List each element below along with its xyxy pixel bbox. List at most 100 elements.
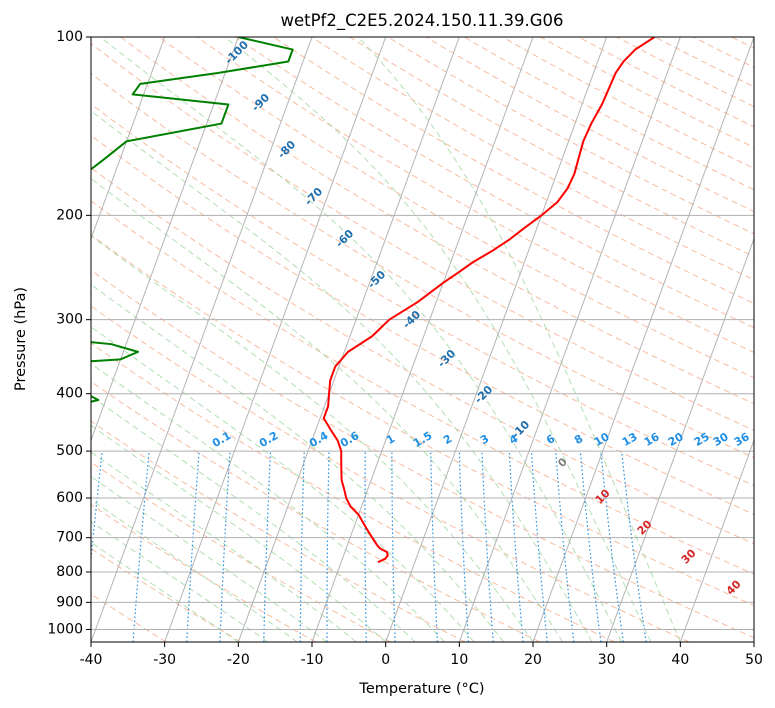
mixing-ratio-line <box>600 451 624 642</box>
dry-adiabat <box>91 72 754 459</box>
dry-adiabat <box>692 37 754 68</box>
dry-adiabat <box>91 420 466 642</box>
mixing-ratio-line <box>621 451 647 642</box>
mixing-ratio-label: 25 <box>692 430 712 449</box>
x-tick-label: 10 <box>450 652 468 668</box>
moist-adiabat <box>357 37 681 642</box>
x-tick-label: 0 <box>381 652 390 668</box>
y-tick-label: 100 <box>56 29 83 45</box>
dry-adiabat <box>425 37 754 213</box>
x-tick-label: 30 <box>598 652 616 668</box>
isotherm <box>679 438 754 642</box>
dry-adiabat <box>91 200 754 575</box>
dry-adiabat <box>196 37 754 353</box>
mixing-ratio-line <box>508 451 524 642</box>
mixing-ratio-line <box>219 451 231 642</box>
mixing-ratio-label: 1.5 <box>411 429 434 450</box>
mixing-ratio-label: 36 <box>732 430 752 449</box>
y-tick-label: 300 <box>56 312 83 328</box>
mixing-ratio-line <box>326 451 330 642</box>
isotherm <box>458 37 681 642</box>
isotherm-label: -100 <box>222 38 251 67</box>
mixing-ratio-label: 8 <box>572 432 585 447</box>
red-line-label: 10 <box>593 486 613 506</box>
mixing-ratio-line <box>430 451 439 642</box>
moist-adiabat <box>91 451 357 642</box>
isotherm <box>237 37 460 642</box>
mixing-ratio-line <box>458 451 470 642</box>
isotherm-label: -90 <box>249 91 272 114</box>
isotherm <box>164 37 387 642</box>
moist-adiabat <box>91 520 269 642</box>
isotherm <box>753 640 754 642</box>
moist-adiabat <box>91 235 534 642</box>
mixing-ratio-label: 3 <box>478 432 491 447</box>
mixing-ratio-line <box>391 451 396 642</box>
x-axis: -40 -30 -20 -10 0 10 20 30 40 50 <box>80 642 763 668</box>
isotherm <box>385 37 608 642</box>
moist-adiabat <box>91 395 416 642</box>
isotherm <box>311 37 534 642</box>
moist-adiabat <box>91 476 328 642</box>
mixing-ratio-label: 0.6 <box>338 429 362 450</box>
dry-adiabat <box>349 37 754 258</box>
y-tick-label: 200 <box>56 207 83 223</box>
dry-adiabat <box>502 37 754 169</box>
mixing-ratio-label: 0.4 <box>307 429 331 450</box>
dry-adiabat <box>540 37 754 148</box>
y-tick-label: 700 <box>56 530 83 546</box>
y-tick-label: 800 <box>56 564 83 580</box>
dry-adiabat <box>120 37 754 405</box>
isotherm-label: -30 <box>435 347 458 370</box>
red-line-label: 40 <box>724 577 744 597</box>
dry-adiabat <box>578 37 754 128</box>
dry-adiabat <box>91 342 615 642</box>
isotherm <box>606 237 754 642</box>
isotherm <box>91 37 166 241</box>
x-tick-label: 40 <box>671 652 689 668</box>
mixing-ratio-label: 2 <box>441 432 454 447</box>
y-tick-label: 600 <box>56 490 83 506</box>
y-axis-title: Pressure (hPa) <box>13 287 29 391</box>
x-tick-label: 50 <box>745 652 763 668</box>
x-tick-label: -40 <box>80 652 103 668</box>
y-tick-label: 500 <box>56 443 83 459</box>
zero-label: 0 <box>555 455 570 470</box>
y-tick-label: 1000 <box>47 621 83 637</box>
dry-adiabat <box>311 37 754 281</box>
dry-adiabat <box>91 305 690 642</box>
mixing-ratio-line <box>132 451 150 642</box>
moist-adiabat <box>91 541 239 642</box>
dry-adiabat <box>158 37 754 379</box>
mixing-ratio-line <box>530 451 548 642</box>
dewpoint-profile <box>91 37 294 403</box>
dry-adiabat <box>91 269 754 639</box>
plot-frame <box>90 36 755 643</box>
mixing-ratio-label: 0.2 <box>257 429 280 450</box>
temperature-profile <box>322 37 656 564</box>
moist-adiabat <box>224 37 652 642</box>
x-axis-title: Temperature (°C) <box>358 681 484 697</box>
mixing-ratio-line <box>555 451 575 642</box>
y-tick-label: 900 <box>56 594 83 610</box>
x-tick-label: -10 <box>301 652 324 668</box>
dry-adiabat <box>91 103 754 487</box>
dry-adiabat <box>91 503 316 642</box>
moist-adiabat <box>91 499 298 642</box>
y-axis: 1000 900 800 700 600 500 400 300 200 100 <box>47 29 91 637</box>
isotherm-label: -60 <box>333 227 356 250</box>
moist-adiabat <box>100 37 622 642</box>
isotherm-label: -70 <box>302 185 325 208</box>
dry-adiabat <box>91 42 754 431</box>
y-tick-label: 400 <box>56 386 83 402</box>
moist-adiabat <box>91 424 387 642</box>
moist-adiabat <box>91 362 445 642</box>
dry-adiabat <box>91 234 754 607</box>
red-line-label: 30 <box>679 546 699 566</box>
mixing-ratio-line <box>579 451 602 642</box>
x-tick-label: 20 <box>524 652 542 668</box>
moist-adiabat <box>91 110 593 642</box>
dry-adiabat <box>616 37 754 108</box>
chart-title: wetPf2_C2E5.2024.150.11.39.G06 <box>280 11 563 31</box>
